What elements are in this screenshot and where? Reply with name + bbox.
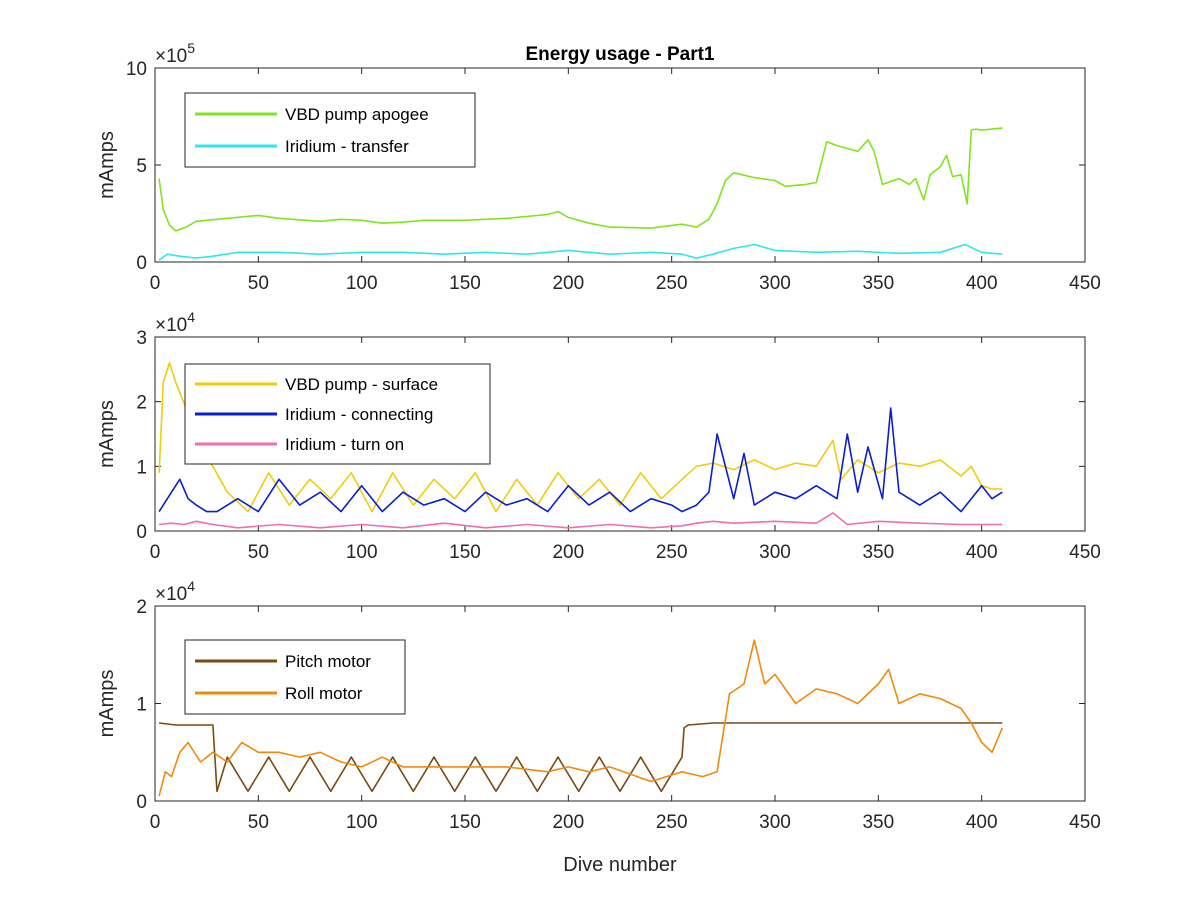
legend-entry: VBD pump apogee xyxy=(285,105,429,124)
y-multiplier: ×104 xyxy=(155,309,195,336)
x-tick-label: 200 xyxy=(552,273,584,294)
x-tick-label: 150 xyxy=(449,542,481,563)
y-tick-label: 1 xyxy=(136,457,147,478)
x-axis-label: Dive number xyxy=(563,854,677,876)
series-line-3 xyxy=(159,512,1003,529)
panel-3: 0 50 100 150 200 250 300 350 400 450 0 1 2 ×104 mAmps D… xyxy=(96,578,1101,876)
y-tick-label: 3 xyxy=(136,328,147,349)
y-tick-label: 0 xyxy=(136,253,147,274)
legend: VBD pump apogee Iridium - transfer xyxy=(184,92,476,168)
x-tick-label: 100 xyxy=(346,273,378,294)
series-line-2 xyxy=(158,639,1004,797)
x-tick-label: 350 xyxy=(862,542,894,563)
series-line-2 xyxy=(158,407,1003,513)
x-tick-label: 200 xyxy=(552,812,584,833)
legend: VBD pump - surface Iridium - connecting Ir… xyxy=(184,363,491,465)
y-tick-label: 5 xyxy=(136,156,147,177)
legend-box xyxy=(184,639,406,715)
x-tick-label: 450 xyxy=(1069,542,1101,563)
legend-entry: Roll motor xyxy=(285,684,363,703)
y-tick-label: 1 xyxy=(136,695,147,716)
x-tick-label: 300 xyxy=(759,542,791,563)
x-tick-label: 50 xyxy=(248,812,269,833)
x-tick-label: 250 xyxy=(656,812,688,833)
x-tick-label: 300 xyxy=(759,273,791,294)
legend: Pitch motor Roll motor xyxy=(184,639,406,715)
x-tick-label: 450 xyxy=(1069,812,1101,833)
y-tick-label: 2 xyxy=(136,393,147,414)
x-tick-label: 100 xyxy=(346,542,378,563)
x-tick-label: 350 xyxy=(862,812,894,833)
x-tick-label: 100 xyxy=(346,812,378,833)
x-tick-label: 200 xyxy=(552,542,584,563)
x-tick-label: 400 xyxy=(966,542,998,563)
x-tick-label: 300 xyxy=(759,812,791,833)
y-tick-label: 0 xyxy=(136,792,147,813)
series-line-1 xyxy=(158,127,1003,232)
x-tick-label: 50 xyxy=(248,273,269,294)
series-line-2 xyxy=(158,243,1003,261)
x-tick-label: 450 xyxy=(1069,273,1101,294)
panel-2: 0 50 100 150 200 250 300 350 400 450 0 1 2 3 ×104 mAmps… xyxy=(96,309,1101,563)
y-axis-label: mAmps xyxy=(96,670,118,738)
legend-entry: Pitch motor xyxy=(285,652,371,671)
legend-entry: Iridium - transfer xyxy=(285,137,409,156)
legend-entry: VBD pump - surface xyxy=(285,375,438,394)
x-tick-label: 400 xyxy=(966,812,998,833)
y-axis-label: mAmps xyxy=(96,400,118,468)
x-tick-label: 250 xyxy=(656,273,688,294)
y-tick-label: 10 xyxy=(126,59,147,80)
x-tick-label: 250 xyxy=(656,542,688,563)
x-tick-label: 0 xyxy=(150,273,161,294)
x-tick-label: 50 xyxy=(248,542,269,563)
panel-1: 0 50 100 150 200 250 300 350 400 450 0 5 10 ×105 mAmps… xyxy=(96,40,1101,294)
series-line-1 xyxy=(159,722,1003,793)
x-tick-label: 150 xyxy=(449,273,481,294)
legend-box xyxy=(184,92,476,168)
x-tick-label: 0 xyxy=(150,542,161,563)
chart-title: Energy usage - Part1 xyxy=(525,44,714,65)
y-tick-label: 0 xyxy=(136,522,147,543)
x-tick-label: 350 xyxy=(862,273,894,294)
y-multiplier: ×104 xyxy=(155,578,195,605)
legend-entry: Iridium - connecting xyxy=(285,405,433,424)
y-multiplier: ×105 xyxy=(155,40,195,67)
series-line-1 xyxy=(158,362,1003,513)
x-tick-label: 400 xyxy=(966,273,998,294)
x-tick-label: 0 xyxy=(150,812,161,833)
y-tick-label: 2 xyxy=(136,597,147,618)
legend-entry: Iridium - turn on xyxy=(285,435,404,454)
x-tick-label: 150 xyxy=(449,812,481,833)
y-axis-label: mAmps xyxy=(96,131,118,199)
